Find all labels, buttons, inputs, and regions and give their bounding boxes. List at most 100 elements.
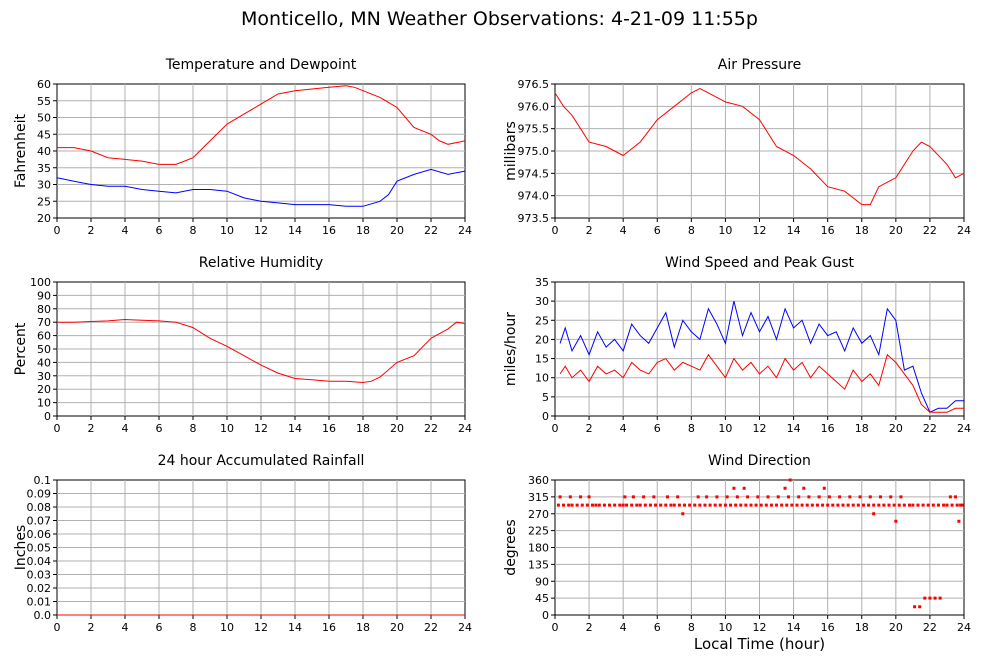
data-point bbox=[570, 503, 574, 507]
data-point bbox=[683, 503, 687, 507]
series-line-1 bbox=[559, 353, 964, 413]
data-point bbox=[725, 495, 729, 499]
data-point bbox=[556, 503, 560, 507]
y-tick-label: 25 bbox=[37, 195, 51, 208]
y-tick-label: 976.0 bbox=[518, 100, 550, 113]
x-tick-label: 18 bbox=[855, 224, 869, 237]
x-tick-label: 14 bbox=[787, 621, 801, 634]
data-point bbox=[590, 503, 594, 507]
x-tick-label: 6 bbox=[654, 422, 661, 435]
x-tick-label: 18 bbox=[356, 224, 370, 237]
data-point bbox=[786, 495, 790, 499]
x-tick-label: 8 bbox=[190, 621, 197, 634]
x-tick-label: 0 bbox=[552, 224, 559, 237]
data-point bbox=[715, 495, 719, 499]
x-tick-label: 24 bbox=[458, 621, 472, 634]
y-tick-label: 10 bbox=[37, 397, 51, 410]
x-tick-label: 16 bbox=[821, 422, 835, 435]
data-point bbox=[955, 503, 959, 507]
data-point bbox=[562, 503, 566, 507]
x-tick-label: 0 bbox=[54, 621, 61, 634]
data-point bbox=[732, 486, 736, 490]
y-tick-label: 25 bbox=[535, 314, 549, 327]
x-tick-label: 20 bbox=[889, 621, 903, 634]
data-point bbox=[746, 495, 750, 499]
series-line-0 bbox=[57, 318, 466, 384]
data-point bbox=[822, 486, 826, 490]
page-title: Monticello, MN Weather Observations: 4-2… bbox=[241, 8, 758, 30]
data-point bbox=[931, 503, 935, 507]
data-point bbox=[800, 503, 804, 507]
y-tick-label: 0.08 bbox=[27, 501, 52, 514]
x-tick-label: 0 bbox=[552, 621, 559, 634]
data-point bbox=[878, 495, 882, 499]
data-point bbox=[643, 503, 647, 507]
data-point bbox=[696, 495, 700, 499]
data-point bbox=[618, 503, 622, 507]
data-point bbox=[729, 503, 733, 507]
x-tick-label: 4 bbox=[620, 422, 627, 435]
series-line-0 bbox=[57, 85, 466, 165]
data-point bbox=[775, 503, 779, 507]
y-tick-label: 0.02 bbox=[27, 582, 52, 595]
data-point bbox=[754, 503, 758, 507]
chart-title: Air Pressure bbox=[718, 57, 801, 73]
data-point bbox=[950, 503, 954, 507]
data-point bbox=[918, 605, 922, 609]
data-point bbox=[923, 596, 927, 600]
y-tick-label: 60 bbox=[37, 330, 51, 343]
data-point bbox=[887, 503, 891, 507]
y-tick-label: 35 bbox=[535, 276, 549, 289]
x-tick-label: 10 bbox=[718, 422, 732, 435]
y-tick-label: 0.1 bbox=[34, 474, 52, 487]
x-tick-label: 22 bbox=[923, 621, 937, 634]
x-tick-label: 2 bbox=[88, 224, 95, 237]
data-point bbox=[718, 503, 722, 507]
y-tick-label: 100 bbox=[30, 276, 51, 289]
data-point bbox=[623, 495, 627, 499]
data-point bbox=[764, 503, 768, 507]
data-point bbox=[756, 495, 760, 499]
data-point bbox=[933, 596, 937, 600]
data-point bbox=[872, 503, 876, 507]
x-tick-label: 24 bbox=[957, 422, 971, 435]
data-point bbox=[821, 503, 825, 507]
data-point bbox=[669, 503, 673, 507]
data-point bbox=[652, 495, 656, 499]
data-point bbox=[579, 495, 583, 499]
x-tick-label: 10 bbox=[220, 224, 234, 237]
x-tick-label: 8 bbox=[190, 224, 197, 237]
data-point bbox=[613, 503, 617, 507]
data-point bbox=[608, 503, 612, 507]
y-tick-label: 10 bbox=[535, 372, 549, 385]
x-tick-label: 6 bbox=[156, 224, 163, 237]
data-point bbox=[698, 503, 702, 507]
y-axis-label: degrees bbox=[503, 519, 519, 575]
y-tick-label: 135 bbox=[528, 558, 549, 571]
data-point bbox=[846, 503, 850, 507]
y-axis-label: miles/hour bbox=[503, 312, 519, 386]
y-tick-label: 45 bbox=[37, 128, 51, 141]
data-point bbox=[567, 503, 571, 507]
y-tick-label: 360 bbox=[528, 474, 549, 487]
x-tick-label: 24 bbox=[458, 422, 472, 435]
y-tick-label: 35 bbox=[37, 162, 51, 175]
data-point bbox=[587, 495, 591, 499]
y-tick-label: 5 bbox=[542, 391, 549, 404]
x-tick-label: 6 bbox=[156, 422, 163, 435]
data-point bbox=[848, 495, 852, 499]
x-tick-label: 14 bbox=[288, 422, 302, 435]
data-point bbox=[945, 503, 949, 507]
chart-title: 24 hour Accumulated Rainfall bbox=[158, 453, 365, 469]
data-point bbox=[826, 503, 830, 507]
data-point bbox=[769, 503, 773, 507]
chart-title: Temperature and Dewpoint bbox=[165, 57, 357, 73]
data-point bbox=[654, 503, 658, 507]
x-tick-label: 24 bbox=[957, 621, 971, 634]
data-point bbox=[942, 503, 946, 507]
data-point bbox=[642, 495, 646, 499]
data-point bbox=[957, 519, 961, 523]
data-point bbox=[948, 495, 952, 499]
data-point bbox=[894, 519, 898, 523]
